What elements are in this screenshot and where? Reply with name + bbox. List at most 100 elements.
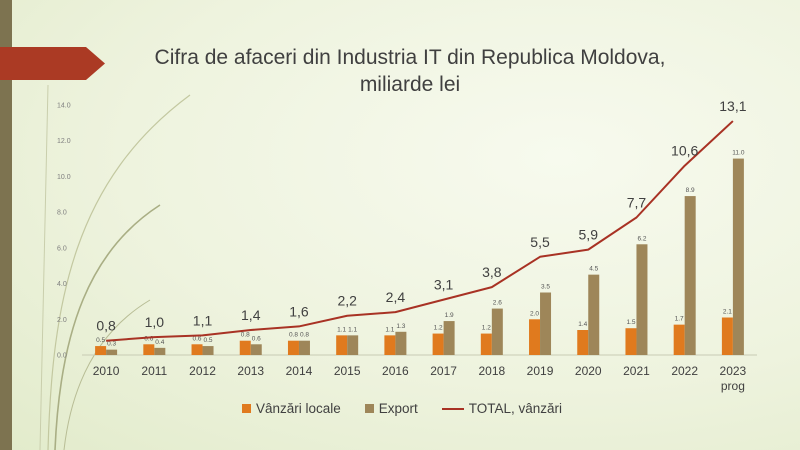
line-label-total: 1,0 <box>145 314 165 330</box>
y-tick-label: 6.0 <box>57 245 67 252</box>
legend-label-total: TOTAL, vânzări <box>468 401 563 416</box>
y-tick-label: 12.0 <box>57 138 71 145</box>
title-arrow-shape <box>0 47 105 80</box>
y-tick-label: 2.0 <box>57 317 67 324</box>
bar-export <box>491 308 503 355</box>
chart-legend: Vânzări locale Export TOTAL, vânzări <box>0 401 800 416</box>
bar-local <box>673 324 685 355</box>
line-label-total: 2,2 <box>337 293 357 309</box>
legend-swatch-total <box>441 407 464 410</box>
x-tick-label: 2010 <box>93 364 120 378</box>
bar-label-local: 0.5 <box>96 337 105 344</box>
left-accent-bar <box>0 0 12 450</box>
bar-export <box>395 331 407 355</box>
line-label-total: 7,7 <box>627 195 647 211</box>
bar-local <box>336 335 348 355</box>
bar-local <box>721 317 733 355</box>
bar-label-local: 1.1 <box>385 326 394 333</box>
line-label-total: 3,1 <box>434 277 454 293</box>
bar-export <box>154 347 166 355</box>
bar-label-export: 3.5 <box>541 284 550 291</box>
bar-local <box>529 319 541 355</box>
y-tick-label: 10.0 <box>57 174 71 181</box>
line-label-total: 5,9 <box>579 227 599 243</box>
legend-swatch-local <box>241 404 251 413</box>
bar-label-export: 0.3 <box>107 341 116 348</box>
bar-local <box>143 344 155 355</box>
bar-local <box>480 333 492 355</box>
x-tick-label: 2014 <box>286 364 313 378</box>
bar-export <box>636 244 648 355</box>
x-tick-label: prog <box>721 379 745 393</box>
legend-label-local: Vânzări locale <box>255 401 341 416</box>
bar-label-local: 1.1 <box>337 326 346 333</box>
bar-label-export: 0.4 <box>155 339 164 346</box>
bar-label-export: 0.6 <box>252 335 261 342</box>
line-label-total: 5,5 <box>530 234 550 250</box>
bar-export <box>540 292 552 355</box>
bar-label-local: 1.7 <box>675 316 684 323</box>
line-label-total: 3,8 <box>482 264 502 280</box>
x-tick-label: 2016 <box>382 364 409 378</box>
bar-label-local: 2.0 <box>530 310 539 317</box>
bar-label-export: 8.9 <box>686 187 695 194</box>
bar-local <box>287 340 299 355</box>
legend-item-local: Vânzări locale <box>241 401 341 416</box>
chart-title: Cifra de afaceri din Industria IT din Re… <box>110 44 710 98</box>
bar-export <box>732 158 744 355</box>
bar-label-local: 0.8 <box>241 332 250 339</box>
bar-label-export: 1.1 <box>348 326 357 333</box>
bar-local <box>191 344 203 355</box>
x-tick-label: 2013 <box>237 364 264 378</box>
line-label-total: 0,8 <box>96 318 116 334</box>
legend-item-total: TOTAL, vânzări <box>441 401 563 416</box>
x-tick-label: 2023 <box>720 364 747 378</box>
bar-local <box>239 340 251 355</box>
chart-title-line-1: Cifra de afaceri din Industria IT din Re… <box>154 46 666 69</box>
y-tick-label: 8.0 <box>57 210 67 217</box>
bar-label-local: 1.2 <box>482 325 491 332</box>
bar-export <box>250 344 262 355</box>
bar-label-local: 1.4 <box>578 321 587 328</box>
legend-swatch-export <box>364 404 374 413</box>
bar-label-export: 11.0 <box>732 150 745 157</box>
bar-export <box>684 196 696 355</box>
x-tick-label: 2022 <box>671 364 698 378</box>
bar-export <box>106 349 118 355</box>
bar-label-export: 0.8 <box>300 332 309 339</box>
line-label-total: 10,6 <box>671 143 698 159</box>
legend-label-export: Export <box>378 401 418 416</box>
bar-local <box>432 333 444 355</box>
legend-item-export: Export <box>364 401 418 416</box>
x-tick-label: 2017 <box>430 364 457 378</box>
bar-export <box>298 340 310 355</box>
line-label-total: 1,6 <box>289 303 309 319</box>
bar-label-local: 0.8 <box>289 332 298 339</box>
bar-label-local: 1.2 <box>434 325 443 332</box>
bar-label-export: 6.2 <box>637 235 646 242</box>
series-line-total <box>106 120 734 342</box>
x-tick-label: 2015 <box>334 364 361 378</box>
x-tick-label: 2019 <box>527 364 554 378</box>
bar-local <box>384 335 396 355</box>
bar-label-local: 0.6 <box>144 335 153 342</box>
bar-local <box>625 328 637 355</box>
line-label-total: 13,1 <box>719 98 746 114</box>
x-tick-label: 2021 <box>623 364 650 378</box>
line-label-total: 1,1 <box>193 312 213 328</box>
bar-label-local: 2.1 <box>723 309 732 316</box>
line-label-total: 1,4 <box>241 307 261 323</box>
bar-label-export: 4.5 <box>589 266 598 273</box>
chart-title-line-2: miliarde lei <box>359 73 461 96</box>
bar-export <box>347 335 359 355</box>
x-tick-label: 2020 <box>575 364 602 378</box>
line-label-total: 2,4 <box>386 289 406 305</box>
bar-export <box>443 321 455 355</box>
bar-export <box>202 346 214 355</box>
bar-label-local: 0.6 <box>193 335 202 342</box>
bar-label-local: 1.5 <box>626 319 635 326</box>
bar-label-export: 1.9 <box>445 312 454 319</box>
